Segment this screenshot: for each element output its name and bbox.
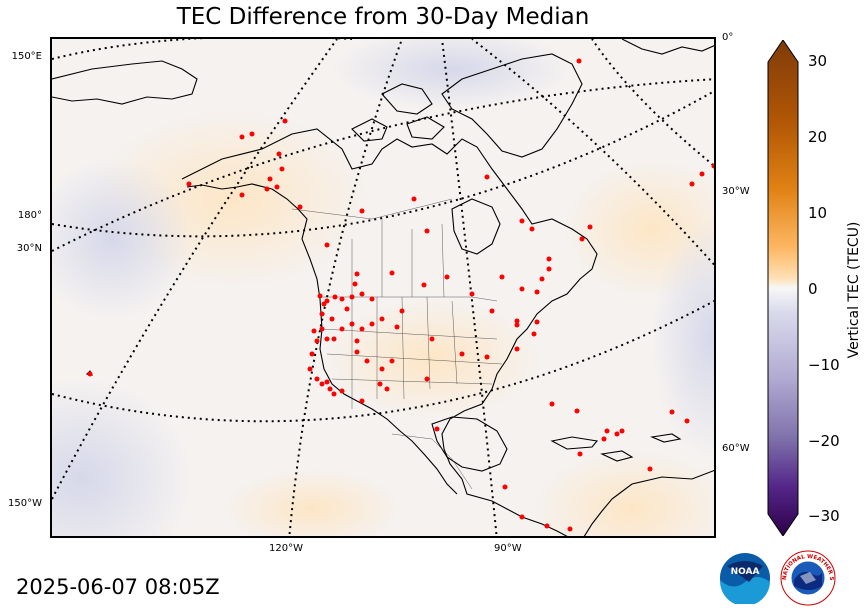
label-60w: 60°W [722, 443, 750, 454]
colorbar-label: Vertical TEC (TECU) [846, 221, 862, 359]
label-0: 0° [722, 32, 734, 43]
label-180: 180° [17, 210, 42, 221]
label-150e: 150°E [11, 51, 42, 62]
political-borders [291, 198, 503, 490]
colorbar-tick: 10 [808, 204, 828, 222]
colorbar-tick: 0 [808, 280, 818, 298]
graticule [52, 39, 714, 536]
colorbar-tick: 30 [808, 52, 828, 70]
colorbar-tick: −10 [808, 356, 840, 374]
noaa-logo: NOAA [719, 553, 770, 604]
label-30w: 30°W [722, 186, 750, 197]
nws-logo: NATIONAL WEATHER SERVICE [780, 550, 836, 606]
label-120w: 120°W [269, 543, 303, 554]
map-title: TEC Difference from 30-Day Median [176, 4, 590, 30]
label-150w: 150°W [8, 498, 42, 509]
map-canvas [52, 39, 714, 536]
coastlines [52, 39, 714, 536]
colorbar-tick: −30 [808, 507, 840, 525]
colorbar [767, 40, 799, 536]
colorbar-tick: 20 [808, 128, 828, 146]
station-markers [87, 58, 714, 532]
colorbar-tick: −20 [808, 432, 840, 450]
tec-map [50, 37, 716, 538]
noaa-text: NOAA [731, 567, 760, 577]
label-30n: 30°N [16, 243, 42, 254]
label-90w: 90°W [494, 543, 522, 554]
timestamp: 2025-06-07 08:05Z [16, 575, 220, 599]
